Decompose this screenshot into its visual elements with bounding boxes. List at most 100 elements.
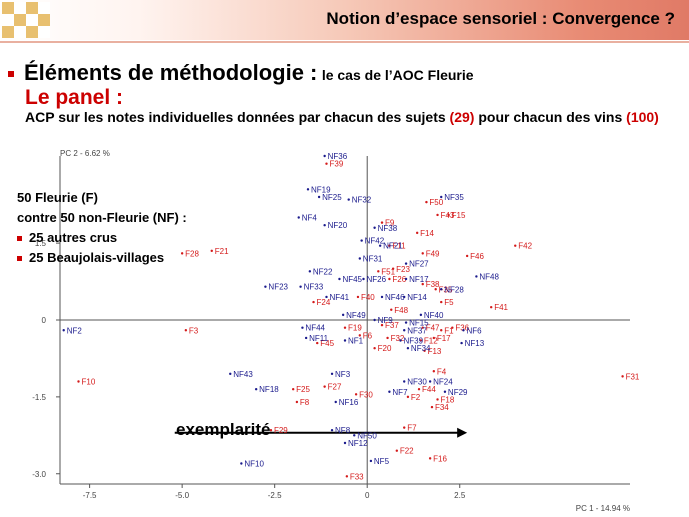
data-point xyxy=(451,326,454,329)
data-point-label: F38 xyxy=(426,280,440,289)
exemplarity-arrow-head-icon xyxy=(457,427,468,438)
data-point-label: F9 xyxy=(385,219,395,228)
data-point-label: F23 xyxy=(396,265,410,274)
y-axis-label: PC 2 - 6.62 % xyxy=(60,149,110,158)
data-point-label: F36 xyxy=(455,324,469,333)
data-point-label: F43 xyxy=(441,211,455,220)
data-point-label: NF15 xyxy=(409,319,429,328)
data-point xyxy=(356,295,360,299)
data-point-label: NF9 xyxy=(378,316,394,325)
data-point-label: NF21 xyxy=(383,242,403,251)
data-point-label: NF25 xyxy=(322,193,342,202)
data-point-label: NF10 xyxy=(244,460,264,469)
data-point-label: F6 xyxy=(363,331,373,340)
data-point-label: NF1 xyxy=(348,337,364,346)
data-point-label: F50 xyxy=(429,198,443,207)
data-point-label: NF8 xyxy=(335,426,351,435)
data-point-label: NF45 xyxy=(342,275,362,284)
data-point xyxy=(316,341,319,345)
data-point-label: F37 xyxy=(385,321,399,330)
data-point xyxy=(325,162,328,165)
data-point-label: F33 xyxy=(350,472,364,481)
data-point xyxy=(421,326,424,329)
data-point xyxy=(406,346,410,350)
data-point-label: F27 xyxy=(328,383,342,392)
data-point xyxy=(443,390,447,393)
data-point xyxy=(308,270,312,273)
data-point-label: NF24 xyxy=(433,378,453,387)
data-point xyxy=(330,372,334,376)
data-point-label: NF30 xyxy=(407,378,427,387)
data-point-label: NF5 xyxy=(374,457,390,466)
checker-logo-icon xyxy=(2,2,50,38)
data-point-label: F25 xyxy=(296,385,310,394)
data-point xyxy=(299,285,302,288)
data-point-label: NF38 xyxy=(378,224,398,233)
data-point xyxy=(380,221,384,224)
data-point-label: NF49 xyxy=(346,311,366,320)
data-point xyxy=(399,339,402,342)
data-point-label: NF16 xyxy=(339,398,359,407)
legend-item-label: 25 Beaujolais-villages xyxy=(29,250,165,265)
data-point xyxy=(425,200,428,204)
data-point xyxy=(240,462,243,465)
data-point-label: F21 xyxy=(215,247,229,256)
data-point xyxy=(373,346,376,350)
data-point xyxy=(358,334,362,337)
data-point-label: NF32 xyxy=(352,196,372,205)
data-point xyxy=(440,195,443,199)
legend-item: 25 Beaujolais-villages xyxy=(17,248,187,268)
data-point xyxy=(388,244,391,247)
data-point-label: NF48 xyxy=(479,272,499,281)
slide-title: Notion d’espace sensoriel : Convergence … xyxy=(326,9,675,28)
acp-description: ACP sur les notes individuelles données … xyxy=(25,108,675,126)
bullet-icon xyxy=(8,71,14,77)
data-point-label: F45 xyxy=(320,339,334,348)
data-point xyxy=(77,380,80,383)
data-point-label: NF46 xyxy=(385,293,405,302)
data-point xyxy=(403,426,406,429)
header-band: Notion d’espace sensoriel : Convergence … xyxy=(0,0,689,40)
data-point-label: NF42 xyxy=(365,237,385,246)
data-point xyxy=(419,313,423,317)
data-point-label: F35 xyxy=(439,285,453,294)
data-point-label: NF37 xyxy=(407,326,427,335)
data-point xyxy=(373,318,376,322)
data-point xyxy=(301,326,304,329)
y-tick-label: 0 xyxy=(42,316,47,325)
data-point xyxy=(380,323,384,327)
data-point xyxy=(297,216,300,219)
data-point-label: NF41 xyxy=(329,293,349,302)
data-point-label: F44 xyxy=(422,385,436,394)
data-point xyxy=(312,300,315,304)
x-tick-label: -2.5 xyxy=(268,491,282,500)
pca-scatter-plot: -7.5 -5.0 -2.5 0 2.5 1.5 0 -1.5 -3.0 PC 1 - 14.94… xyxy=(32,149,640,513)
y-tick-label: -3.0 xyxy=(32,470,46,479)
data-point xyxy=(475,275,478,278)
data-point-label: F28 xyxy=(185,249,199,258)
data-point xyxy=(254,387,258,391)
data-point xyxy=(404,277,408,281)
data-point xyxy=(423,349,426,352)
acp-text-2: pour chacun des vins xyxy=(474,109,627,125)
data-point xyxy=(421,252,424,255)
data-point xyxy=(380,295,384,299)
data-point-label: F2 xyxy=(411,393,421,402)
data-point-label: NF18 xyxy=(259,385,279,394)
data-point xyxy=(404,321,408,324)
data-point xyxy=(354,393,358,396)
data-point-label: F41 xyxy=(494,303,508,312)
data-point-label: NF29 xyxy=(448,388,468,397)
data-point-label: NF13 xyxy=(465,339,485,348)
data-point xyxy=(436,398,439,401)
acp-subjects-count: (29) xyxy=(449,109,475,125)
data-point xyxy=(432,370,436,373)
data-point-label: F22 xyxy=(400,447,414,456)
data-point xyxy=(330,428,334,432)
data-point-label: NF44 xyxy=(305,324,325,333)
data-point xyxy=(295,400,299,404)
legend-line-fleurie: 50 Fleurie (F) xyxy=(17,190,98,205)
x-tick-label: -5.0 xyxy=(175,491,189,500)
data-point xyxy=(440,329,443,332)
